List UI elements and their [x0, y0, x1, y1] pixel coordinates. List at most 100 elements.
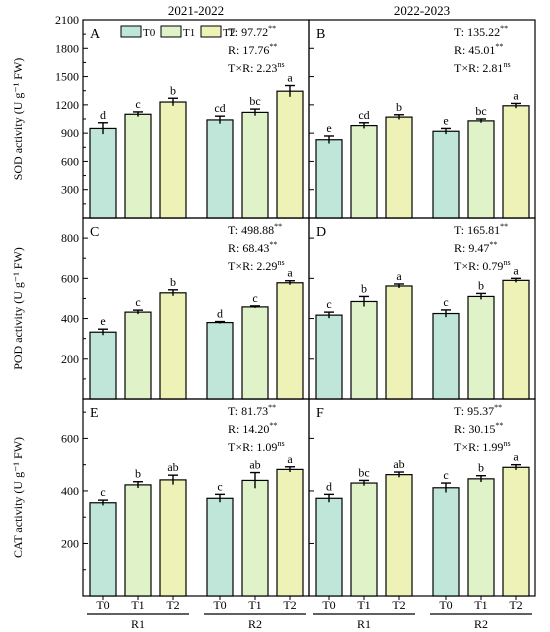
bar	[206, 321, 234, 400]
bar	[502, 105, 530, 219]
significance-letter: e	[443, 113, 448, 127]
group-label: R2	[474, 617, 488, 631]
x-tick-label: T0	[213, 598, 226, 612]
significance-letter: ab	[167, 460, 178, 474]
anova-stat: T: 97.72**	[228, 24, 276, 39]
x-tick-label: T1	[357, 598, 370, 612]
column-title-2022-2023: 2022-2023	[394, 3, 450, 18]
bar	[89, 331, 117, 400]
significance-letter: b	[478, 278, 484, 292]
significance-letter: c	[252, 291, 257, 305]
x-tick-label: T2	[166, 598, 179, 612]
panel-letter: E	[90, 406, 99, 421]
y-axis-label: SOD activity (U g⁻¹ FW)	[11, 58, 25, 181]
anova-stat: T×R: 1.09ns	[228, 439, 285, 454]
panel-f: Fd bc ab c b a T: 95.37** R: 30.15** T×R: 1.99ns	[308, 398, 536, 597]
significance-letter: c	[443, 468, 448, 482]
significance-letter: ab	[249, 458, 260, 472]
y-tick-label: 600	[61, 271, 79, 285]
group-label: R1	[357, 617, 371, 631]
y-tick-label: 800	[61, 231, 79, 245]
anova-stat: T: 165.81**	[454, 222, 508, 237]
x-tick-label: T2	[283, 598, 296, 612]
bar	[467, 478, 495, 597]
anova-stat: R: 30.15**	[454, 421, 503, 436]
bar	[467, 120, 495, 219]
significance-letter: d	[217, 307, 223, 321]
anova-stat: T×R: 2.23ns	[228, 60, 285, 75]
significance-letter: b	[396, 100, 402, 114]
column-title-2021-2022: 2021-2022	[168, 3, 224, 18]
significance-letter: c	[135, 295, 140, 309]
y-tick-label: 2100	[55, 13, 79, 27]
bar	[502, 466, 530, 597]
significance-letter: d	[100, 108, 106, 122]
significance-letter: c	[217, 479, 222, 493]
y-tick-label: 200	[61, 352, 79, 366]
significance-letter: a	[513, 450, 519, 464]
anova-stat: T: 498.88**	[228, 222, 282, 237]
y-tick-label: 400	[61, 312, 79, 326]
panel-frame	[308, 398, 536, 597]
panel-d: Dc b a c b a T: 165.81** R: 9.47** T×R: 0.79ns	[308, 217, 536, 400]
significance-letter: c	[326, 297, 331, 311]
x-tick-label: T1	[248, 598, 261, 612]
bar	[124, 311, 152, 400]
bar	[385, 474, 413, 597]
bar	[241, 111, 269, 219]
bar	[276, 468, 304, 597]
bar	[206, 119, 234, 219]
significance-letter: c	[443, 295, 448, 309]
y-axis-label: POD activity (U g⁻¹ FW)	[11, 247, 25, 370]
significance-letter: b	[170, 275, 176, 289]
y-tick-label: 1500	[55, 70, 79, 84]
bar	[432, 487, 460, 597]
legend-swatch-t2	[200, 25, 222, 38]
x-axis: T0 T1 T2 T0 T1 T2 R1 R2 T0 T1 T2 T0 T1 T2 R1 R2	[87, 596, 532, 631]
legend-label-t2: T2	[223, 27, 235, 39]
panel-letter: A	[90, 27, 101, 42]
group-label: R2	[248, 617, 262, 631]
bar	[276, 282, 304, 400]
anova-stat: T×R: 2.29ns	[228, 258, 285, 273]
bar	[385, 285, 413, 400]
group-label: R1	[131, 617, 145, 631]
y-tick-label: 1800	[55, 41, 79, 55]
anova-stat: R: 68.43**	[228, 240, 277, 255]
x-tick-label: T2	[392, 598, 405, 612]
panels: 300 600 900 1200 1500 1800 2100 SOD activity (U…	[11, 13, 536, 597]
bar	[315, 314, 343, 400]
significance-letter: a	[513, 263, 519, 277]
y-tick-label: 200	[61, 536, 79, 550]
bar	[350, 482, 378, 597]
bar	[385, 116, 413, 219]
significance-letter: b	[361, 281, 367, 295]
bar	[241, 306, 269, 400]
legend-label-t0: T0	[143, 27, 156, 39]
panel-letter: F	[316, 406, 324, 421]
bar	[350, 124, 378, 219]
bar	[89, 502, 117, 597]
significance-letter: c	[135, 97, 140, 111]
panel-frame	[308, 217, 536, 400]
panel-letter: D	[316, 225, 326, 240]
significance-letter: bc	[475, 104, 486, 118]
x-tick-label: T1	[474, 598, 487, 612]
bar	[315, 497, 343, 597]
bar	[159, 292, 187, 400]
bar	[124, 113, 152, 219]
y-tick-label: 300	[61, 183, 79, 197]
y-tick-label: 400	[61, 484, 79, 498]
bar	[276, 90, 304, 219]
y-tick-label: 600	[61, 431, 79, 445]
anova-stat: T×R: 1.99ns	[454, 439, 511, 454]
significance-letter: cd	[358, 108, 369, 122]
significance-letter: b	[170, 83, 176, 97]
anova-stat: T: 135.22**	[454, 24, 508, 39]
significance-letter: b	[478, 461, 484, 475]
bar	[241, 479, 269, 597]
significance-letter: c	[100, 485, 105, 499]
y-tick-label: 1200	[55, 98, 79, 112]
bar	[350, 300, 378, 400]
